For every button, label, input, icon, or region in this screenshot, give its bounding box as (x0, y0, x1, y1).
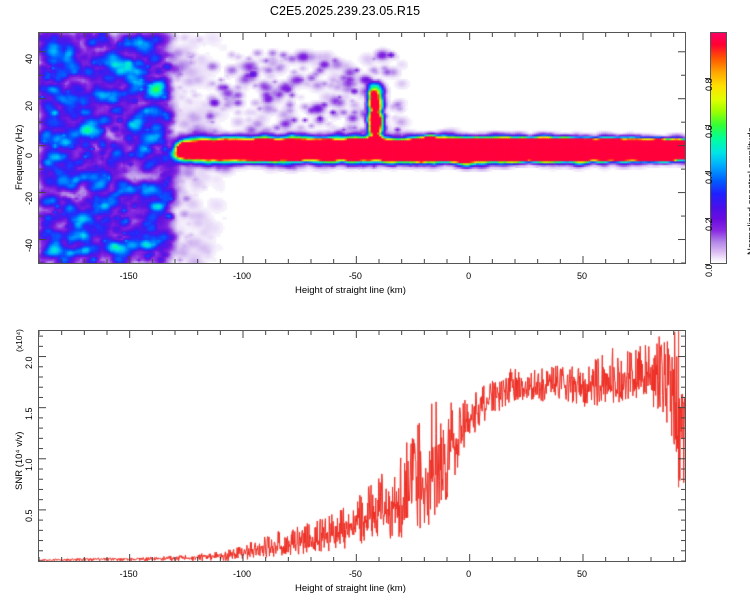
spectrogram-ytick-3: -20 (24, 191, 34, 205)
spectrogram-xtick-0: -150 (119, 271, 138, 281)
spectrogram-canvas (39, 33, 685, 263)
colorbar-gradient (711, 33, 726, 263)
spectrogram-ytick-1: 20 (24, 100, 34, 111)
snr-ytick-1: 1.0 (24, 458, 34, 471)
spectrogram-xtick-2: -50 (348, 271, 362, 281)
spectrogram-ytick-4: -40 (24, 238, 34, 252)
spectrogram-xtick-1: -100 (232, 271, 251, 281)
snr-xtick-0: -150 (119, 569, 138, 579)
snr-xtick-3: 0 (466, 569, 472, 579)
colorbar-label: Normalized spectral amplitude (746, 127, 750, 255)
spectrogram-xtick-4: 50 (576, 271, 587, 281)
snr-xtick-1: -100 (232, 569, 251, 579)
colorbar-tick-label-3: 0.6 (704, 125, 714, 138)
colorbar-tick-label-2: 0.4 (704, 171, 714, 185)
spectrogram-panel (38, 32, 686, 264)
spectrogram-ytick-0: 40 (24, 53, 34, 64)
colorbar-tick-3 (705, 124, 710, 126)
snr-ytick-3: 2.0 (24, 356, 34, 369)
snr-exponent-label: (x10⁴) (14, 328, 24, 352)
snr-ytick-0: 0.5 (24, 509, 34, 522)
snr-x-axis-label: Height of straight line (km) (295, 583, 406, 594)
snr-canvas (39, 331, 685, 561)
colorbar-tick-label-0: 0.0 (704, 264, 714, 277)
colorbar (710, 32, 727, 264)
figure-title: C2E5.2025.239.23.05.R15 (269, 4, 421, 18)
snr-xtick-2: -50 (348, 569, 362, 579)
spectrogram-xtick-3: 0 (466, 271, 472, 281)
colorbar-tick-4 (705, 78, 710, 80)
colorbar-tick-label-1: 0.2 (704, 218, 714, 231)
colorbar-tick-label-4: 0.8 (704, 78, 714, 92)
colorbar-tick-0 (705, 264, 710, 265)
spectrogram-x-axis-label: Height of straight line (km) (295, 285, 406, 296)
colorbar-tick-2 (705, 171, 710, 173)
colorbar-tick-1 (705, 217, 710, 219)
snr-panel (38, 330, 686, 562)
spectrogram-ytick-2: 0 (24, 152, 34, 158)
snr-xtick-4: 50 (576, 569, 587, 579)
snr-ytick-2: 1.5 (24, 407, 34, 420)
